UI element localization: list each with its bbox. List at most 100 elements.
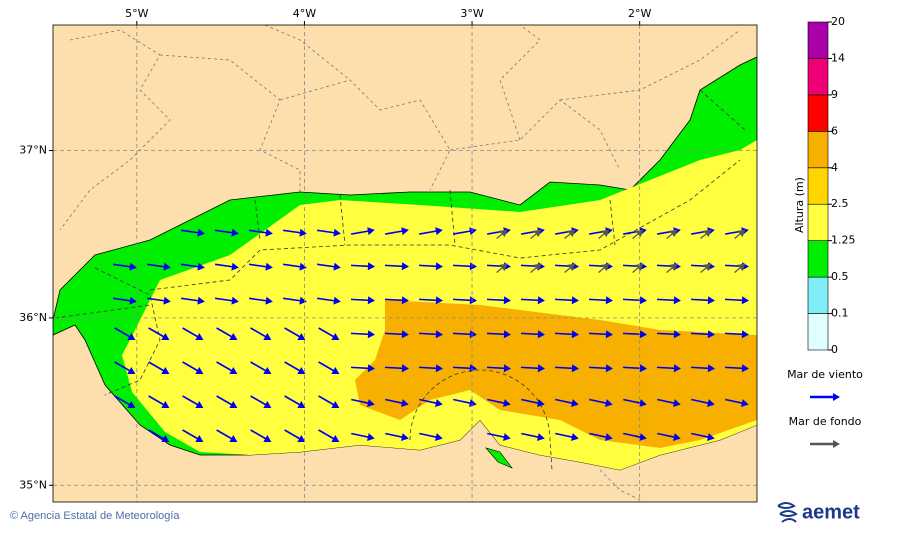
arrow-head [571,364,579,373]
arrow-shaft [555,398,575,405]
arrow-shaft [284,327,303,339]
arrow [385,227,409,236]
arrow-head [229,367,238,374]
arrow [496,229,508,239]
arrow [520,364,545,373]
colorbar-segment [807,131,829,169]
arrow [284,395,306,408]
arrow-head [703,263,712,272]
arrow [690,330,715,339]
colorbar-segment [807,276,829,314]
arrow [598,263,610,273]
wave-arrows [113,227,749,442]
arrow-head [161,367,170,374]
zone-lines [54,89,746,471]
arrow [554,364,579,373]
arrow [181,228,205,237]
arrow [530,229,542,239]
arrow-shaft [419,398,439,405]
arrow-shaft [520,366,542,370]
colorbar-tick-label: 6 [831,124,838,137]
arrow-head [297,401,306,408]
arrow-head [263,367,272,374]
arrow-head [231,296,239,305]
arrow-shaft [690,332,712,336]
arrow-head [537,330,545,339]
colorbar-tick-label: 0.5 [831,270,849,283]
arrow [350,262,375,271]
arrow-head [435,262,443,271]
arrow [453,398,477,407]
arrow [656,364,681,373]
arrow-shaft [384,264,406,268]
arrow-head [537,296,545,305]
arrow-shaft [724,298,746,302]
arrow-head [263,333,272,340]
arrow-shaft [114,361,133,373]
arrow-head [331,367,340,374]
arrow-head [707,364,715,373]
graticule [53,25,757,502]
arrow-head [537,433,545,441]
arrow [623,432,647,441]
arrow-shaft [284,361,303,373]
colorbar-tick-label: 4 [831,161,838,174]
arrow-head [231,262,239,271]
arrow-head [401,330,409,339]
arrow-shaft [249,263,270,268]
arrow [317,228,341,237]
arrow-head [499,263,508,272]
x-tick-label: 2°W [628,7,651,20]
arrow-shaft [487,398,507,405]
arrow-head [297,333,306,340]
arrow-head [435,227,443,236]
arrow-shaft [453,398,473,405]
arrow-shaft [452,264,474,268]
arrow-head [635,229,644,238]
x-tick-label: 3°W [460,7,483,20]
arrow-head [435,330,443,339]
arrow-shaft [588,298,610,302]
arrow-head [401,364,409,373]
arrow-shaft [690,366,712,370]
arrow [734,229,746,239]
arrow [215,296,239,305]
arrow [250,327,272,340]
arrow-head [673,433,681,441]
arrow [318,429,340,442]
arrow [181,262,205,271]
arrow-shaft [318,395,337,407]
arrow-shaft [554,298,576,302]
arrow-shaft [317,229,338,234]
arrow [418,364,443,373]
colorbar-tick-label: 9 [831,88,838,101]
arrow-shaft [147,263,168,268]
arrow-head [263,401,272,408]
arrow-head [265,296,273,305]
arrow-head [503,364,511,373]
arrow-head [367,433,375,441]
arrow-shaft [284,429,303,441]
arrow-shaft [691,432,711,439]
arrow-shaft [588,332,610,336]
arrow [657,398,681,407]
arrow-shaft [113,263,134,268]
arrow [318,395,340,408]
arrow-shaft [283,263,304,268]
arrow-head [469,364,477,373]
arrow [452,262,477,271]
arrow-shaft [250,361,269,373]
arrow [632,263,644,273]
arrow [496,263,508,273]
arrow [734,263,746,273]
arrow [623,398,647,407]
arrow-head [127,333,136,340]
arrow-shaft [419,432,439,439]
arrow-shaft [318,327,337,339]
borders [59,25,741,501]
arrow [351,432,375,441]
arrow [114,361,136,374]
arrow [114,395,136,408]
arrow [724,364,749,373]
